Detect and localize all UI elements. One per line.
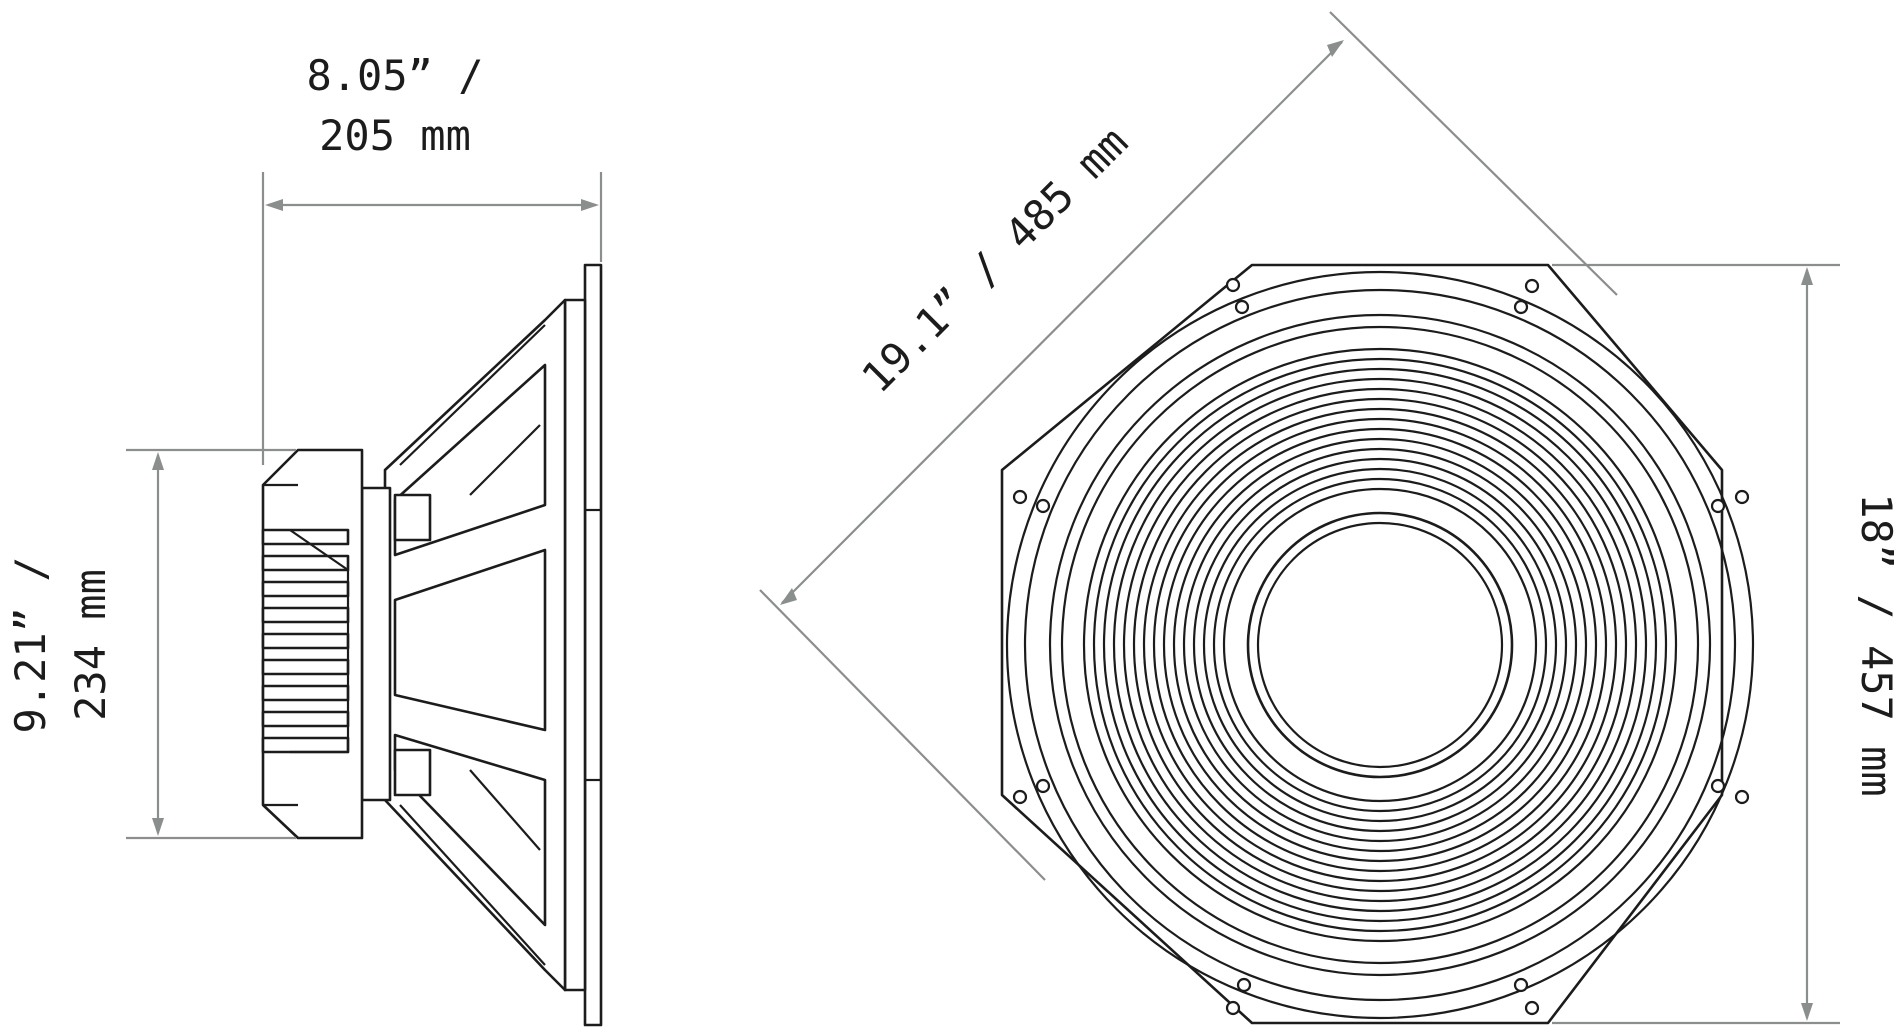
dust-cap	[1246, 511, 1514, 779]
diagonal-label: 19.1” / 485 mm	[852, 117, 1137, 402]
depth-dimension: 8.05” / 205 mm	[261, 51, 603, 465]
frame-width-label: 18” / 457 mm	[1852, 493, 1896, 796]
cone-ridges	[1082, 347, 1678, 943]
frame-width-dimension: 18” / 457 mm	[1552, 263, 1896, 1025]
speaker-side-view	[261, 263, 603, 1027]
depth-label-inch: 8.05” /	[306, 51, 483, 100]
depth-label-mm: 205 mm	[319, 111, 471, 160]
mounting-holes	[1012, 277, 1750, 1016]
speaker-front-view	[1000, 263, 1755, 1025]
magnet-diameter-label-inch: 9.21” /	[6, 556, 55, 733]
magnet-diameter-dimension: 9.21” / 234 mm	[6, 448, 296, 840]
cooling-fins	[261, 528, 350, 754]
magnet-diameter-label-mm: 234 mm	[66, 569, 115, 721]
